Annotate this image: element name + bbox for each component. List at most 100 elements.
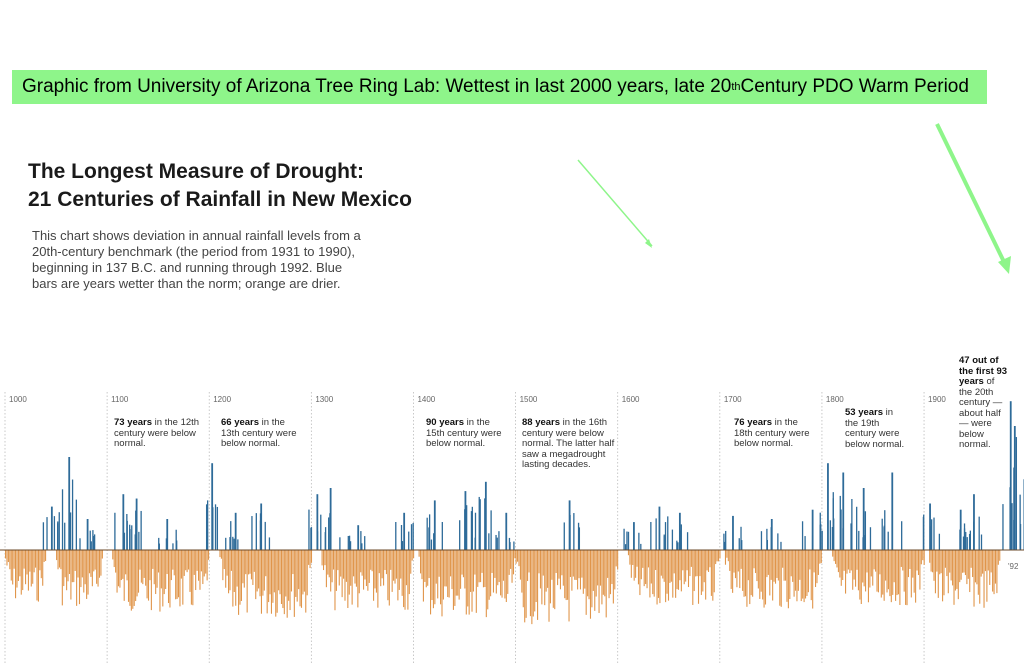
dry-bar xyxy=(952,550,954,586)
source-banner: Graphic from University of Arizona Tree … xyxy=(12,70,987,104)
dry-bar xyxy=(186,550,188,573)
dry-bar xyxy=(422,550,424,602)
dry-bar xyxy=(177,550,180,598)
dry-bar xyxy=(999,550,1001,561)
dry-bar xyxy=(309,550,311,569)
subtitle-line-1: This chart shows deviation in annual rai… xyxy=(32,228,361,243)
dry-bar xyxy=(340,550,342,577)
dry-bar xyxy=(657,550,660,598)
dry-bar xyxy=(773,550,775,582)
wet-bar xyxy=(225,537,227,550)
dry-bar xyxy=(592,550,594,591)
dry-bar xyxy=(866,550,868,573)
dry-bar xyxy=(248,550,250,575)
dry-bar xyxy=(709,550,711,568)
dry-bar xyxy=(662,550,664,579)
dry-bar xyxy=(846,550,848,574)
century-tick-label: 1400 xyxy=(417,395,435,404)
wet-bar xyxy=(158,537,160,550)
dry-bar xyxy=(465,550,467,615)
dry-bar xyxy=(812,550,814,609)
wet-bar xyxy=(122,494,125,550)
wet-bar xyxy=(51,530,53,550)
dry-bar xyxy=(70,550,72,600)
wet-bar xyxy=(165,538,168,550)
dry-bar xyxy=(627,550,630,556)
dry-bar xyxy=(262,550,264,596)
dry-bar xyxy=(219,550,221,558)
wet-bar xyxy=(760,531,763,550)
dry-bar xyxy=(909,550,911,569)
dry-bar xyxy=(700,550,702,595)
dry-bar xyxy=(569,550,572,577)
dry-bar xyxy=(819,550,821,564)
dry-bar xyxy=(842,550,844,581)
dry-bar xyxy=(780,550,782,607)
chart-title-line-1: The Longest Measure of Drought: xyxy=(28,160,364,183)
dry-bar xyxy=(156,550,158,588)
wet-bar xyxy=(978,516,980,550)
dry-bar xyxy=(370,550,372,570)
wet-bar xyxy=(349,541,352,550)
dry-bar xyxy=(879,550,881,575)
century-tick-label: 1200 xyxy=(213,395,231,404)
dry-bar xyxy=(275,550,277,617)
wet-bar xyxy=(671,529,674,550)
dry-bar xyxy=(992,550,994,592)
dry-bar xyxy=(608,550,610,599)
dry-bar xyxy=(564,550,566,599)
dry-bar xyxy=(796,550,798,602)
dry-bar xyxy=(759,550,761,599)
dry-bar xyxy=(699,550,701,577)
dry-bar xyxy=(242,550,244,584)
wet-bar xyxy=(626,531,628,550)
dry-bar xyxy=(599,550,602,586)
dry-bar xyxy=(970,550,972,568)
dry-bar xyxy=(964,550,966,576)
dry-bar xyxy=(646,550,648,589)
dry-bar xyxy=(986,550,988,602)
dry-bar xyxy=(604,550,606,597)
dry-bar xyxy=(609,550,612,595)
dry-bar xyxy=(15,550,17,599)
wet-bar xyxy=(329,513,331,550)
dry-bar xyxy=(899,550,901,605)
dry-bar xyxy=(73,550,75,583)
dry-bar xyxy=(492,550,495,593)
dry-bar xyxy=(764,550,767,605)
dry-bar xyxy=(672,550,674,598)
dry-bar xyxy=(906,550,908,606)
dry-bar xyxy=(683,550,685,585)
dry-bar xyxy=(504,550,506,599)
wet-bar xyxy=(412,522,414,550)
dry-bar xyxy=(165,550,167,589)
dry-bar xyxy=(96,550,98,584)
dry-bar xyxy=(145,550,147,586)
dry-bar xyxy=(794,550,797,591)
wet-bar xyxy=(851,499,853,550)
dry-bar xyxy=(167,550,170,604)
dry-bar xyxy=(464,550,466,589)
wet-bar xyxy=(211,463,214,550)
wet-bar xyxy=(741,540,743,550)
annotation-20th-century: 47 out of the first 93 years of the 20th… xyxy=(959,355,1008,450)
dry-bar xyxy=(917,550,920,576)
dry-bar xyxy=(78,550,81,605)
dry-bar xyxy=(734,550,737,579)
dry-bar xyxy=(555,550,557,574)
wet-bar xyxy=(320,514,322,550)
dry-bar xyxy=(411,550,413,561)
dry-bar xyxy=(686,550,688,571)
dry-bar xyxy=(16,550,18,588)
dry-bar xyxy=(208,550,210,560)
annotation-18th-century: 76 years in the 18th century were below … xyxy=(734,417,810,449)
dry-bar xyxy=(950,550,952,581)
wet-bar xyxy=(498,531,500,550)
dry-bar xyxy=(30,550,32,587)
dry-bar xyxy=(57,550,59,570)
dry-bar xyxy=(98,550,101,578)
dry-bar xyxy=(182,550,184,605)
wet-bar xyxy=(804,536,806,550)
wet-bar xyxy=(901,521,903,550)
dry-bar xyxy=(296,550,298,602)
